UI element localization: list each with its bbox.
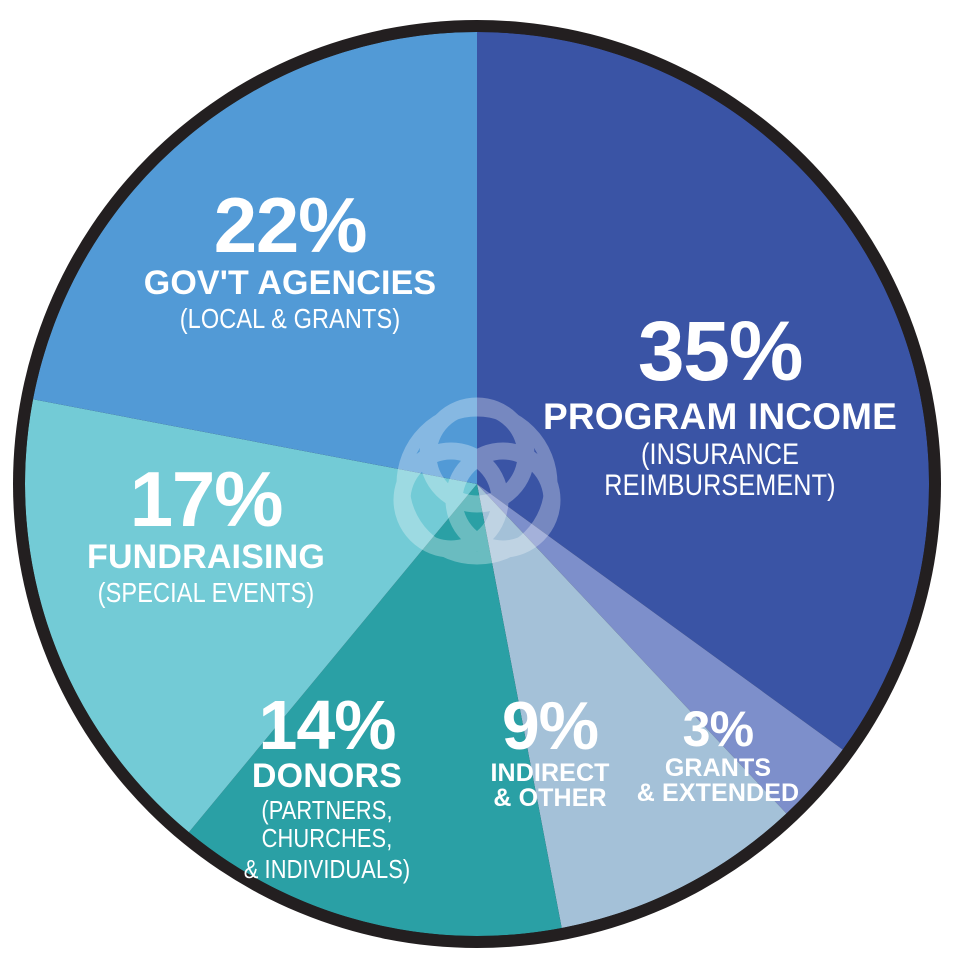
slice-label-grants-extended[interactable]: 3% GRANTS & EXTENDED [632, 701, 804, 807]
slice-sublabel-donors-line2: & INDIVIDUALS) [243, 854, 411, 885]
slice-label-fundraising[interactable]: 17% FUNDRAISING (SPECIAL EVENTS) [50, 455, 362, 608]
slice-label-indirect-other[interactable]: 9% INDIRECT & OTHER [462, 688, 638, 813]
pie-slice-program-income[interactable] [477, 32, 929, 750]
trefoil-logo-watermark [393, 397, 561, 565]
slice-sublabel-program-income: (INSURANCE REIMBURSEMENT) [604, 437, 836, 503]
pie-slices-group [25, 32, 929, 936]
slice-name-indirect-other-line2: & OTHER [493, 784, 607, 813]
slice-name-fundraising: FUNDRAISING [87, 538, 325, 577]
slice-label-program-income[interactable]: 35% PROGRAM INCOME (INSURANCE REIMBURSEM… [520, 304, 920, 503]
slice-name-indirect-other-line1: INDIRECT [490, 758, 610, 787]
pie-slice-indirect[interactable] [477, 484, 787, 928]
slice-percent-donors: 14% [258, 686, 397, 764]
pie-slice-fundraising[interactable] [25, 399, 477, 833]
slice-name-grants-extended-line1: GRANTS [664, 753, 772, 782]
slice-percent-program-income: 35% [637, 304, 804, 398]
pie-slice-grants[interactable] [477, 484, 843, 814]
slice-name-govt-agencies: GOV'T AGENCIES [143, 264, 437, 303]
slice-percent-indirect-other: 9% [501, 688, 599, 764]
slice-sublabel-fundraising: (SPECIAL EVENTS) [97, 576, 315, 608]
slice-label-govt-agencies[interactable]: 22% GOV'T AGENCIES (LOCAL & GRANTS) [110, 181, 470, 334]
pie-slice-donors[interactable] [188, 484, 562, 936]
slice-name-program-income: PROGRAM INCOME [542, 395, 898, 437]
slice-name-grants-extended-line2: & EXTENDED [636, 779, 800, 807]
slice-percent-govt-agencies: 22% [213, 181, 368, 269]
slice-label-donors[interactable]: 14% DONORS (PARTNERS, CHURCHES, & INDIVI… [202, 686, 452, 885]
slice-percent-grants-extended: 3% [682, 701, 755, 757]
slice-percent-fundraising: 17% [129, 455, 284, 543]
slice-sublabel-donors-line1: (PARTNERS, CHURCHES, [261, 795, 393, 853]
slice-name-donors: DONORS [251, 756, 403, 795]
slice-sublabel-govt-agencies: (LOCAL & GRANTS) [179, 302, 401, 334]
pie-slice-gov-t-agencies[interactable] [33, 32, 477, 484]
